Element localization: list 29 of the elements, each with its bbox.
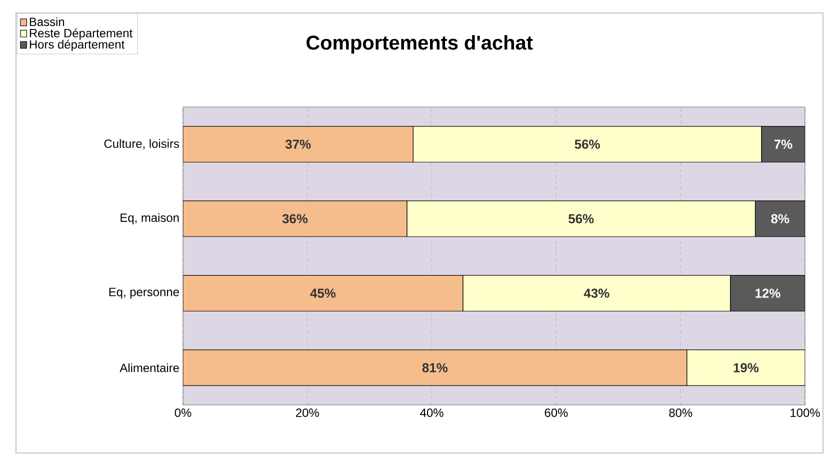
data-label: 56% xyxy=(568,214,594,224)
x-tick-label: 80% xyxy=(669,408,692,417)
y-tick-label: Culture, loisirs xyxy=(104,139,180,150)
data-label: 81% xyxy=(422,363,448,372)
x-tick-label: 100% xyxy=(790,408,820,417)
x-tick-label: 40% xyxy=(420,408,444,417)
data-label: 45% xyxy=(310,288,336,298)
bar xyxy=(183,126,414,162)
data-label: 56% xyxy=(574,140,600,149)
bar xyxy=(183,200,408,237)
chart-title: Comportements d'achat xyxy=(306,35,533,54)
data-label: 12% xyxy=(756,288,780,298)
x-tick-label: 60% xyxy=(544,408,568,417)
x-tick-label: 20% xyxy=(296,408,319,417)
y-tick-label: Eq, personne xyxy=(109,288,179,299)
y-tick-label: Eq, maison xyxy=(120,213,179,224)
bar xyxy=(183,350,688,386)
data-label: 43% xyxy=(584,288,610,298)
data-label: 8% xyxy=(771,214,790,224)
bar xyxy=(183,275,464,312)
data-label: 37% xyxy=(285,140,311,149)
data-label: 36% xyxy=(282,214,308,224)
data-label: 7% xyxy=(774,140,792,149)
legend-label: Hors département xyxy=(30,40,125,52)
x-tick-label: 0% xyxy=(174,408,192,417)
data-label: 19% xyxy=(734,363,759,372)
legend-label: Bassin xyxy=(30,17,64,26)
y-tick-label: Alimentaire xyxy=(120,363,179,372)
legend-label: Reste Département xyxy=(30,28,132,40)
